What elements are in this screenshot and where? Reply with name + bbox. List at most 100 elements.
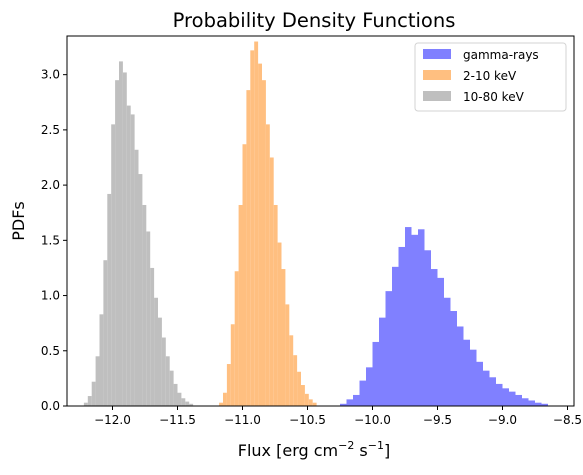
y-tick-label: 3.0	[41, 68, 60, 82]
chart-title: Probability Density Functions	[173, 9, 456, 32]
histogram-bar	[265, 124, 270, 407]
histogram-bar	[450, 311, 457, 406]
histogram-bar	[483, 370, 490, 406]
histogram-bar	[285, 304, 290, 406]
histogram-bar	[122, 72, 127, 406]
histogram-bar	[535, 402, 542, 406]
histogram-bar	[489, 377, 496, 406]
series-2-10-kev	[219, 41, 317, 407]
histogram-bar	[312, 402, 317, 406]
y-tick-label: 2.5	[41, 123, 60, 137]
histogram-bar	[281, 269, 286, 406]
histogram-bar	[297, 371, 301, 406]
histogram-bar	[134, 149, 139, 406]
histogram-bar	[230, 324, 235, 406]
histogram-bar	[457, 326, 464, 406]
histogram-bar	[258, 63, 262, 407]
histogram-bar	[431, 269, 438, 406]
legend: gamma-rays 2-10 keV 10-80 keV	[414, 42, 567, 112]
legend-swatch-2-10-kev	[423, 70, 451, 80]
histogram-bar	[496, 383, 503, 406]
histogram-bar	[346, 399, 353, 406]
histogram-bar	[130, 114, 135, 407]
legend-label-2-10-kev: 2-10 keV	[463, 69, 517, 83]
histogram-bar	[165, 356, 170, 406]
histogram-bar	[340, 403, 347, 406]
legend-frame	[414, 42, 567, 112]
histogram-bar	[405, 227, 412, 406]
histogram-bar	[115, 80, 119, 407]
histogram-bar	[522, 398, 529, 406]
histogram-bar	[158, 317, 162, 406]
histogram-bar	[541, 403, 548, 406]
histogram-bar	[111, 124, 116, 407]
histogram-bar	[238, 204, 243, 406]
histogram-bar	[181, 398, 186, 406]
histogram-bar	[308, 399, 313, 406]
x-tick-label: −10.0	[354, 413, 391, 427]
histogram-bar	[424, 250, 431, 406]
histogram-bar	[392, 266, 399, 406]
histogram-bar	[444, 297, 451, 406]
y-tick-label: 2.0	[41, 178, 60, 192]
histogram-bar	[398, 246, 405, 406]
x-tick-label: −11.0	[224, 413, 261, 427]
histogram-bar	[185, 401, 190, 406]
histogram-bar	[107, 193, 112, 406]
histogram-bar	[103, 260, 108, 406]
y-tick-label: 1.0	[41, 289, 60, 303]
histogram-bar	[463, 339, 470, 406]
x-tick-label: −11.5	[159, 413, 196, 427]
histogram-bar	[353, 394, 360, 406]
histogram-bar	[142, 204, 147, 406]
histogram-bar	[304, 393, 309, 406]
series-10-80-kev	[83, 61, 194, 407]
histogram-bar	[273, 204, 278, 406]
histogram-bar	[177, 392, 182, 406]
histogram-bar	[189, 403, 194, 406]
histogram-bar	[223, 392, 227, 406]
histogram-bar	[385, 291, 392, 406]
histogram-bar	[91, 381, 96, 406]
histogram-bar	[219, 402, 223, 406]
x-axis-title-exp2: −1	[368, 439, 384, 452]
histogram-bar	[418, 229, 425, 406]
x-axis-title-base: Flux [erg cm	[238, 441, 338, 460]
x-axis-title: Flux [erg cm−2 s−1]	[238, 439, 390, 460]
histogram-bar	[411, 234, 418, 406]
histogram-bar	[269, 157, 274, 406]
histogram-bar	[242, 144, 247, 407]
legend-swatch-10-80-kev	[423, 91, 451, 101]
histogram-bar	[126, 105, 131, 406]
histogram-bar	[262, 80, 266, 407]
x-tick-label: −12.0	[94, 413, 131, 427]
histogram-bar	[502, 388, 509, 406]
histogram-bar	[437, 277, 444, 406]
histogram-bar	[476, 361, 483, 406]
histogram-bar	[173, 383, 178, 406]
histogram-bar	[154, 297, 158, 406]
x-axis-title-end: ]	[384, 441, 390, 460]
histogram-bar	[119, 61, 123, 407]
y-axis-title: PDFs	[9, 201, 28, 241]
legend-label-10-80-kev: 10-80 keV	[463, 90, 525, 104]
y-tick-label: 0.0	[41, 399, 60, 413]
histogram-bar	[289, 335, 294, 406]
x-tick-label: −10.5	[289, 413, 326, 427]
y-tick-label: 1.5	[41, 233, 60, 247]
plot-frame	[66, 35, 575, 407]
histogram-bar	[528, 400, 535, 406]
legend-label-gamma-rays: gamma-rays	[463, 48, 539, 62]
y-tick-label: 0.5	[41, 344, 60, 358]
histogram-bar	[379, 317, 386, 406]
histogram-bar	[470, 349, 477, 406]
histogram-bar	[515, 394, 522, 406]
y-axis-ticks: 0.0 0.5 1.0 1.5 2.0 2.5 3.0	[41, 68, 67, 413]
legend-swatch-gamma-rays	[423, 49, 451, 59]
histogram-bar	[366, 367, 373, 406]
histogram-bar	[277, 242, 282, 406]
histogram-bar	[146, 231, 151, 406]
histogram-bar	[234, 271, 239, 406]
histogram-bar	[254, 41, 259, 407]
histogram-bar	[161, 337, 166, 406]
